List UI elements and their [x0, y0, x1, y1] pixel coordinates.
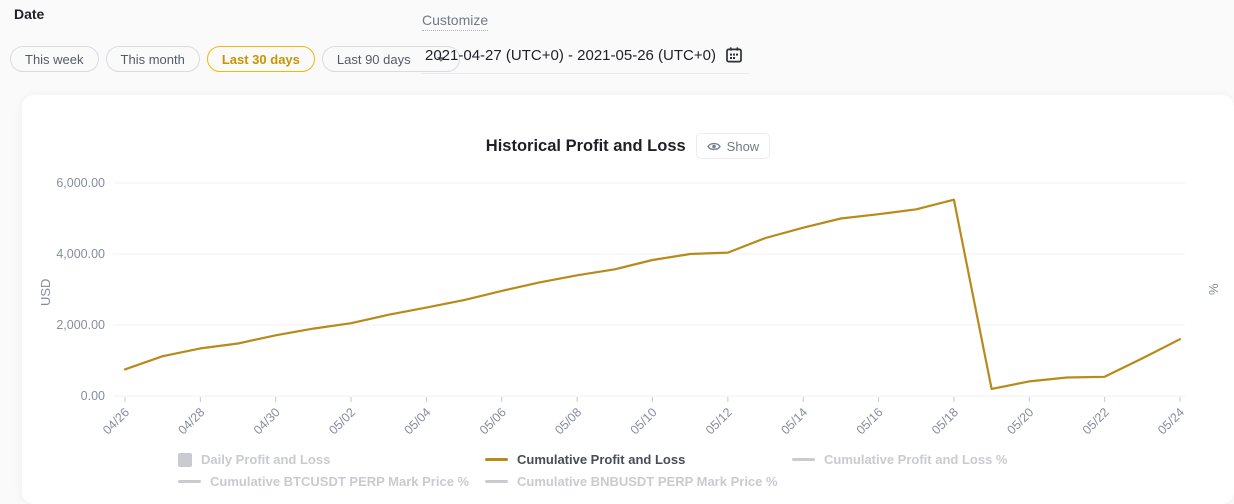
filter-pill-label: Last 90 days — [336, 51, 411, 67]
bar-series-swatch-icon — [178, 452, 192, 467]
calendar-button[interactable] — [725, 46, 743, 64]
date-filter-pills: This week This month Last 30 days Last 90 d… — [10, 46, 460, 72]
chevron-down-icon — [436, 56, 445, 62]
legend-label: Cumulative BTCUSDT PERP Mark Price % — [210, 474, 470, 489]
filter-pill-last-30-days[interactable]: Last 30 days — [206, 46, 315, 72]
legend-label: Daily Profit and Loss — [201, 452, 331, 467]
filter-pill-label: Last 30 days — [221, 51, 300, 67]
legend-label: Cumulative BNBUSDT PERP Mark Price % — [517, 474, 778, 489]
show-button[interactable]: Show — [695, 133, 771, 159]
filter-pill-this-month[interactable]: This month — [105, 46, 200, 72]
filter-pill-this-week[interactable]: This week — [10, 46, 99, 72]
filter-pill-last-90-days[interactable]: Last 90 days — [321, 46, 460, 72]
legend-item-cumulative-bnbusdt-perp-mark-price[interactable]: Cumulative BNBUSDT PERP Mark Price % — [485, 474, 792, 489]
legend-row: Cumulative BTCUSDT PERP Mark Price % Cumu… — [178, 474, 1099, 489]
legend-row: Daily Profit and Loss Cumulative Profit a… — [178, 452, 1099, 467]
eye-icon — [706, 141, 721, 152]
legend-item-cumulative-btcusdt-perp-mark-price[interactable]: Cumulative BTCUSDT PERP Mark Price % — [178, 474, 485, 489]
date-range-row: 2021-04-27 (UTC+0) - 2021-05-26 (UTC+0) — [422, 44, 749, 74]
customize-link[interactable]: Customize — [422, 12, 489, 31]
legend-item-daily-profit-and-loss[interactable]: Daily Profit and Loss — [178, 452, 485, 467]
legend-item-cumulative-profit-and-loss[interactable]: Cumulative Profit and Loss % — [792, 452, 1099, 467]
y-axis-name-right: % — [1206, 283, 1221, 295]
date-range-value: 2021-04-27 (UTC+0) - 2021-05-26 (UTC+0) — [425, 46, 716, 64]
chart-header: Historical Profit and Loss Show — [22, 133, 1234, 159]
line-series-swatch-icon — [485, 480, 508, 483]
chart-legend: Daily Profit and Loss Cumulative Profit a… — [178, 452, 1099, 496]
filter-pill-label: This week — [25, 51, 84, 67]
legend-item-cumulative-profit-and-loss[interactable]: Cumulative Profit and Loss — [485, 452, 792, 467]
calendar-icon — [725, 46, 743, 64]
line-series-swatch-icon — [792, 458, 815, 461]
chart-title: Historical Profit and Loss — [485, 136, 686, 155]
line-series-swatch-icon — [485, 458, 508, 461]
line-series-swatch-icon — [178, 480, 201, 483]
chart-card: Historical Profit and Loss Show — [22, 95, 1234, 504]
legend-label: Cumulative Profit and Loss % — [824, 452, 1008, 467]
show-button-label: Show — [726, 138, 760, 154]
date-section-label: Date — [14, 6, 45, 22]
filter-pill-label: This month — [120, 51, 185, 67]
legend-label: Cumulative Profit and Loss — [517, 452, 686, 467]
y-axis-name-left: USD — [38, 278, 53, 306]
